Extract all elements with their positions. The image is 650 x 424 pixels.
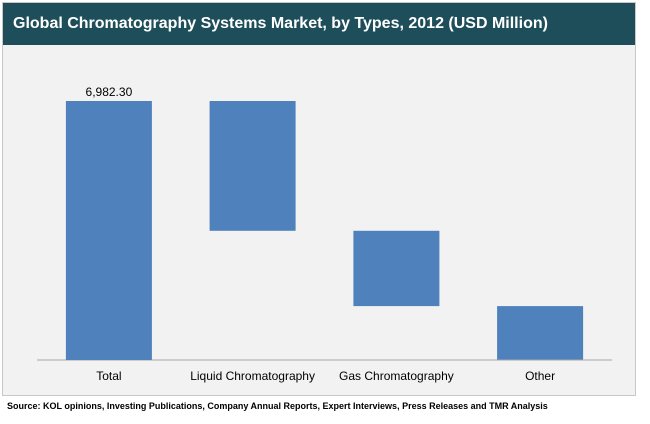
x-tick-label: Other	[525, 369, 555, 383]
bars-group	[65, 101, 584, 360]
bar-gas-chromatography	[353, 230, 440, 307]
bar-liquid-chromatography	[209, 101, 296, 231]
x-tick-label: Gas Chromatography	[339, 369, 454, 383]
bar-other	[497, 306, 584, 360]
chart-title: Global Chromatography Systems Market, by…	[3, 3, 635, 45]
source-note: Source: KOL opinions, Investing Publicat…	[7, 401, 548, 411]
data-label: 6,982.30	[86, 85, 133, 99]
bar-total	[65, 101, 152, 360]
tick-labels-group: Total Liquid Chromatography Gas Chromatogr…	[96, 369, 555, 383]
data-labels-group: 6,982.30	[86, 85, 133, 99]
x-tick-label: Total	[96, 369, 121, 383]
x-tick-label: Liquid Chromatography	[190, 369, 315, 383]
